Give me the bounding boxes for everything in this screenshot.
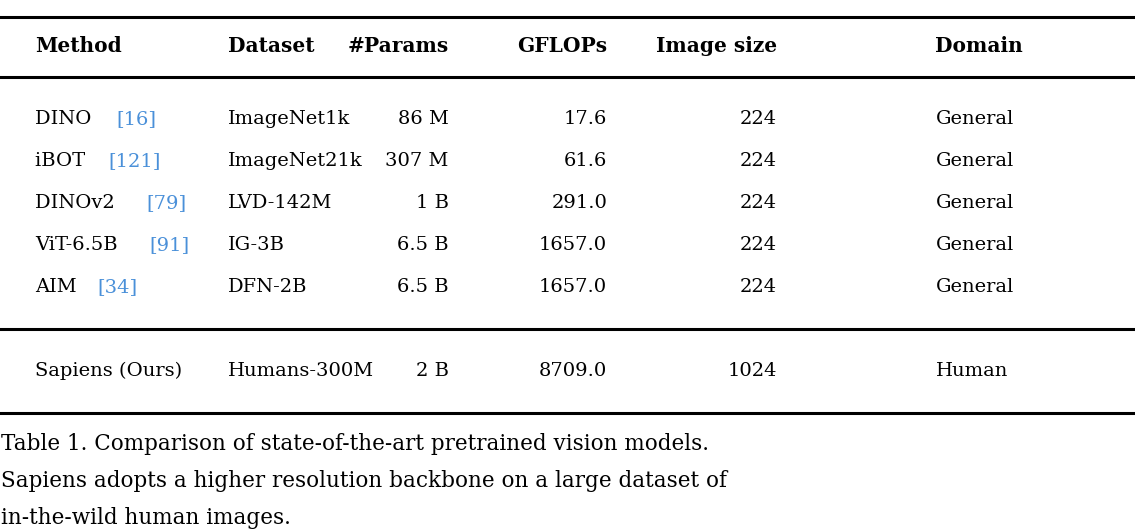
Text: [34]: [34] <box>96 278 137 296</box>
Text: DINOv2: DINOv2 <box>35 194 121 212</box>
Text: 1657.0: 1657.0 <box>539 278 607 296</box>
Text: #Params: #Params <box>347 36 448 56</box>
Text: 307 M: 307 M <box>385 152 448 170</box>
Text: 86 M: 86 M <box>397 110 448 128</box>
Text: General: General <box>935 152 1014 170</box>
Text: 1 B: 1 B <box>415 194 448 212</box>
Text: Domain: Domain <box>935 36 1024 56</box>
Text: DINO: DINO <box>35 110 98 128</box>
Text: General: General <box>935 236 1014 254</box>
Text: DFN-2B: DFN-2B <box>228 278 308 296</box>
Text: 224: 224 <box>740 278 777 296</box>
Text: AIM: AIM <box>35 278 83 296</box>
Text: [91]: [91] <box>150 236 190 254</box>
Text: [16]: [16] <box>116 110 155 128</box>
Text: 224: 224 <box>740 152 777 170</box>
Text: 61.6: 61.6 <box>564 152 607 170</box>
Text: Method: Method <box>35 36 123 56</box>
Text: [79]: [79] <box>146 194 186 212</box>
Text: 291.0: 291.0 <box>552 194 607 212</box>
Text: Sapiens adopts a higher resolution backbone on a large dataset of: Sapiens adopts a higher resolution backb… <box>1 470 728 492</box>
Text: ImageNet21k: ImageNet21k <box>228 152 362 170</box>
Text: 6.5 B: 6.5 B <box>397 278 448 296</box>
Text: Human: Human <box>935 362 1008 380</box>
Text: ViT-6.5B: ViT-6.5B <box>35 236 124 254</box>
Text: 1657.0: 1657.0 <box>539 236 607 254</box>
Text: in-the-wild human images.: in-the-wild human images. <box>1 507 292 529</box>
Text: iBOT: iBOT <box>35 152 92 170</box>
Text: ImageNet1k: ImageNet1k <box>228 110 351 128</box>
Text: 17.6: 17.6 <box>564 110 607 128</box>
Text: IG-3B: IG-3B <box>228 236 285 254</box>
Text: 2 B: 2 B <box>415 362 448 380</box>
Text: [121]: [121] <box>108 152 160 170</box>
Text: Sapiens (Ours): Sapiens (Ours) <box>35 362 183 380</box>
Text: General: General <box>935 194 1014 212</box>
Text: LVD-142M: LVD-142M <box>228 194 333 212</box>
Text: 6.5 B: 6.5 B <box>397 236 448 254</box>
Text: 1024: 1024 <box>728 362 777 380</box>
Text: Humans-300M: Humans-300M <box>228 362 373 380</box>
Text: GFLOPs: GFLOPs <box>518 36 607 56</box>
Text: 224: 224 <box>740 110 777 128</box>
Text: Dataset: Dataset <box>228 36 314 56</box>
Text: General: General <box>935 110 1014 128</box>
Text: Table 1. Comparison of state-of-the-art pretrained vision models.: Table 1. Comparison of state-of-the-art … <box>1 434 709 455</box>
Text: 224: 224 <box>740 194 777 212</box>
Text: General: General <box>935 278 1014 296</box>
Text: Image size: Image size <box>656 36 777 56</box>
Text: 8709.0: 8709.0 <box>539 362 607 380</box>
Text: 224: 224 <box>740 236 777 254</box>
